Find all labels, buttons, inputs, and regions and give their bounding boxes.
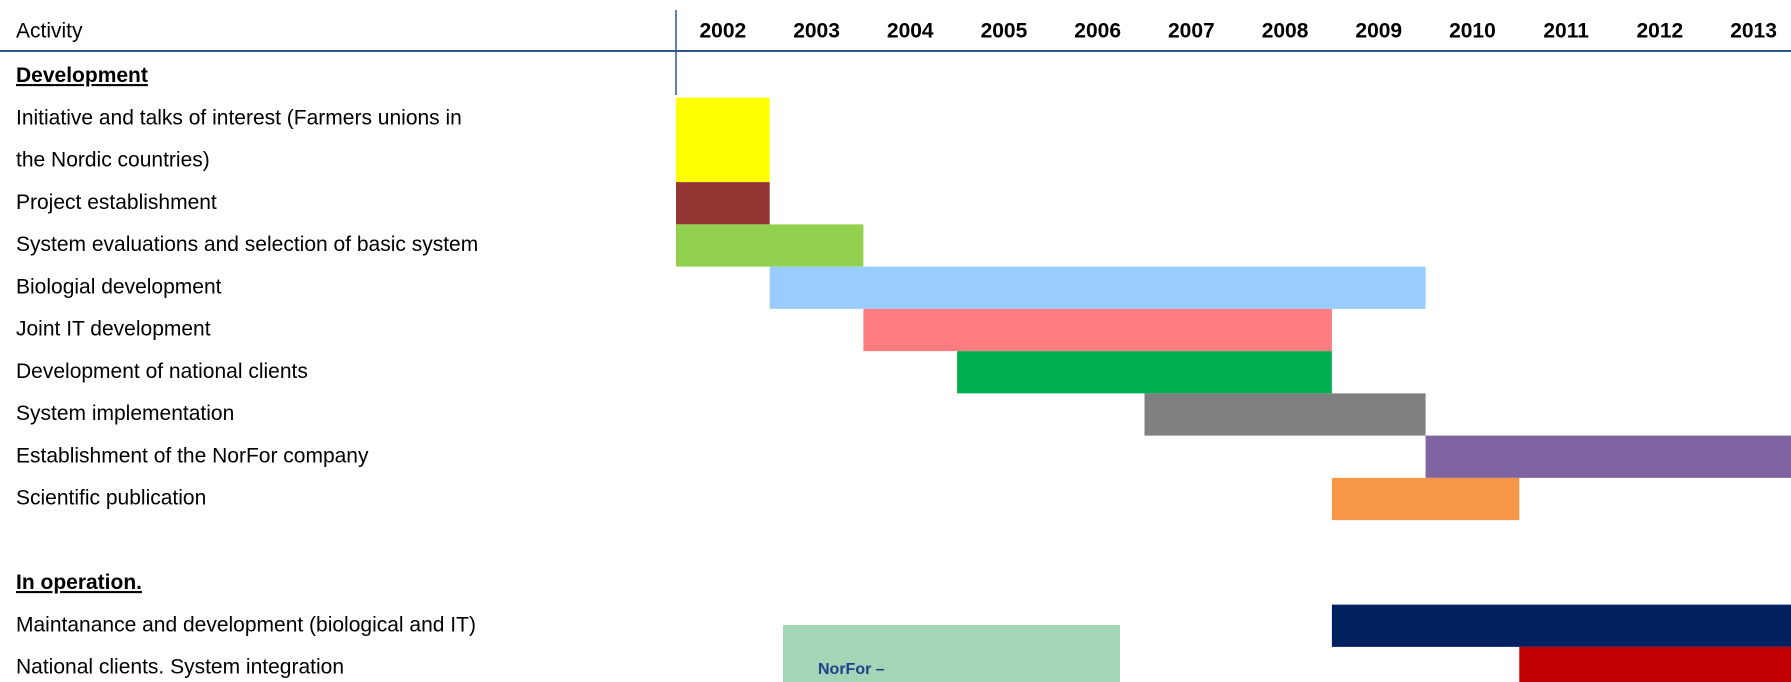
annotation: NorFor – <box>818 661 885 678</box>
task-label: Initiative and talks of interest (Farmer… <box>16 106 462 129</box>
section-title: In operation. <box>16 571 142 594</box>
task-label: Scientific publication <box>16 487 206 510</box>
task-bar <box>676 224 864 267</box>
task-label: System implementation <box>16 402 234 425</box>
year-label: 2011 <box>1543 20 1589 43</box>
year-label: 2005 <box>981 20 1028 43</box>
year-label: 2003 <box>793 20 840 43</box>
task-bar <box>1519 646 1791 682</box>
year-label: 2007 <box>1168 20 1215 43</box>
year-label: 2004 <box>887 20 934 43</box>
year-label: 2008 <box>1262 20 1309 43</box>
task-label: the Nordic countries) <box>16 149 210 172</box>
year-label: 2012 <box>1636 20 1683 43</box>
task-label: Biologial development <box>16 275 222 298</box>
task-bar <box>1144 393 1426 436</box>
task-label: Development of national clients <box>16 360 308 383</box>
task-label: Joint IT development <box>16 318 211 341</box>
task-bar <box>769 266 1426 309</box>
task-label: Establishment of the NorFor company <box>16 444 369 467</box>
task-label: Project establishment <box>16 191 217 214</box>
task-bar <box>676 182 770 225</box>
task-bar <box>863 308 1332 352</box>
task-bar <box>1425 435 1791 478</box>
header: Activity <box>16 20 83 43</box>
year-label: 2013 <box>1730 20 1777 43</box>
task-bar <box>1331 477 1520 521</box>
year-label: 2002 <box>699 20 746 43</box>
bars <box>676 97 1791 682</box>
task-bar <box>1331 604 1791 647</box>
task-label: Maintanance and development (biological … <box>16 613 476 636</box>
year-label: 2010 <box>1449 20 1496 43</box>
task-bar <box>957 351 1332 394</box>
section-title: Development <box>16 64 148 87</box>
task-label: National clients. System integration <box>16 656 344 679</box>
year-label: 2006 <box>1074 20 1121 43</box>
annotation-box <box>783 625 1120 682</box>
task-bar <box>676 97 770 183</box>
task-label: System evaluations and selection of basi… <box>16 233 478 256</box>
year-label: 2009 <box>1355 20 1402 43</box>
